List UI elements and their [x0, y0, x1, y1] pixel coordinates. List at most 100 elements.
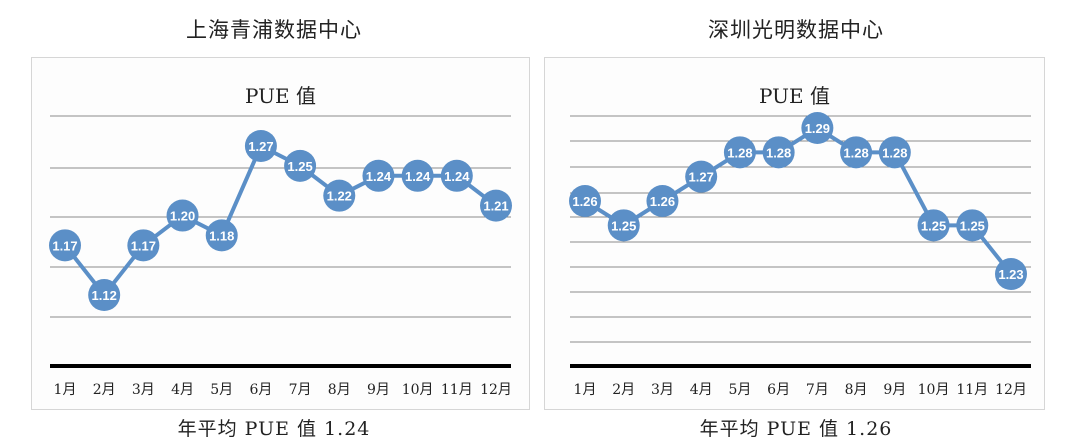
marker-circle: [205, 219, 238, 252]
data-label: 1.25: [960, 218, 985, 233]
month-label: 8月: [845, 382, 868, 398]
left-line-chart: 1.17 1.12 1.17 1.20 1.18 1.27 1.25 1.22 1.24 1.24…: [49, 115, 512, 398]
marker-circle: [956, 209, 989, 242]
month-label: 12月: [480, 382, 512, 398]
data-point: 1.24: [362, 159, 395, 192]
month-label: 1月: [574, 382, 597, 398]
marker-circle: [878, 136, 911, 169]
month-label: 7月: [289, 382, 312, 398]
data-point: 1.26: [646, 185, 679, 217]
data-point: 1.24: [440, 159, 473, 192]
marker-circle: [723, 136, 756, 169]
data-point: 1.27: [685, 160, 718, 193]
data-label: 1.17: [52, 238, 77, 253]
marker-circle: [917, 209, 950, 242]
month-label: 1月: [54, 382, 77, 398]
data-point: 1.27: [244, 130, 277, 162]
marker-circle: [762, 136, 795, 169]
data-label: 1.20: [170, 209, 195, 224]
data-point: 1.12: [88, 279, 121, 311]
marker-circle: [801, 112, 834, 144]
data-label: 1.27: [248, 139, 273, 154]
data-point: 1.24: [401, 159, 434, 192]
left-annual-average: 年平均 PUE 值 1.24: [177, 418, 371, 440]
month-label: 5月: [210, 382, 233, 398]
data-label: 1.29: [805, 121, 830, 136]
month-label: 4月: [171, 382, 194, 398]
data-label: 1.12: [92, 288, 117, 303]
data-point: 1.20: [166, 199, 199, 232]
left-panel-title: 上海青浦数据中心: [186, 18, 362, 42]
data-label: 1.26: [650, 194, 675, 209]
data-point: 1.26: [569, 185, 601, 217]
data-point: 1.21: [480, 189, 512, 222]
marker-circle: [440, 159, 473, 192]
data-label: 1.17: [131, 238, 156, 253]
right-annual-average: 年平均 PUE 值 1.26: [699, 418, 893, 440]
marker-circle: [127, 229, 160, 262]
month-label: 9月: [883, 382, 906, 398]
data-label: 1.24: [405, 169, 431, 184]
data-label: 1.27: [689, 170, 714, 185]
marker-circle: [401, 159, 434, 192]
data-point: 1.17: [49, 229, 81, 262]
data-label: 1.26: [572, 194, 597, 209]
data-label: 1.22: [327, 189, 352, 204]
month-label: 10月: [402, 382, 434, 398]
month-label: 11月: [441, 382, 473, 398]
month-label: 5月: [728, 382, 751, 398]
data-point: 1.29: [801, 112, 834, 144]
marker-circle: [607, 209, 640, 242]
data-point: 1.28: [840, 136, 873, 169]
left-chart-title: PUE 值: [245, 84, 316, 108]
marker-circle: [88, 279, 121, 311]
data-label: 1.25: [611, 218, 636, 233]
marker-circle: [685, 160, 718, 193]
month-label: 7月: [806, 382, 829, 398]
marker-circle: [569, 185, 601, 217]
right-panel-title: 深圳光明数据中心: [708, 18, 884, 42]
right-chart-box: PUE 值 1.26 1.25 1.26 1.27 1.28 1.28 1.29 1.28 1.…: [544, 57, 1045, 410]
data-point: 1.22: [323, 179, 356, 212]
marker-circle: [480, 189, 512, 222]
data-point: 1.25: [284, 149, 317, 182]
data-point: 1.25: [956, 209, 989, 242]
data-label: 1.23: [998, 267, 1023, 282]
month-label: 10月: [918, 382, 950, 398]
data-label: 1.24: [366, 169, 392, 184]
month-label: 2月: [93, 382, 116, 398]
marker-circle: [244, 130, 277, 162]
data-label: 1.24: [444, 169, 470, 184]
data-label: 1.18: [209, 228, 234, 243]
data-label: 1.25: [287, 159, 312, 174]
marker-circle: [362, 159, 395, 192]
data-label: 1.28: [766, 145, 791, 160]
month-label: 12月: [995, 382, 1027, 398]
marker-circle: [284, 149, 317, 182]
data-point: 1.28: [762, 136, 795, 169]
left-chart-box: PUE 值 1.17 1.12 1.17 1.20 1.18 1.27 1.25 1.22 1.…: [31, 57, 530, 410]
data-point: 1.25: [917, 209, 950, 242]
month-label: 3月: [651, 382, 674, 398]
marker-circle: [646, 185, 679, 217]
month-label: 8月: [328, 382, 351, 398]
month-label: 6月: [249, 382, 272, 398]
data-label: 1.28: [843, 145, 868, 160]
marker-circle: [323, 179, 356, 212]
month-label: 3月: [132, 382, 155, 398]
right-line-chart: 1.26 1.25 1.26 1.27 1.28 1.28 1.29 1.28 1.28 1.25…: [569, 112, 1031, 398]
month-label: 11月: [956, 382, 988, 398]
data-label: 1.28: [882, 145, 907, 160]
data-point: 1.25: [607, 209, 640, 242]
month-label: 6月: [767, 382, 790, 398]
right-chart-title: PUE 值: [759, 84, 830, 108]
month-label: 2月: [612, 382, 635, 398]
month-label: 4月: [690, 382, 713, 398]
data-label: 1.21: [483, 199, 508, 214]
month-label: 9月: [367, 382, 390, 398]
marker-circle: [49, 229, 81, 262]
data-point: 1.28: [878, 136, 911, 169]
data-label: 1.25: [921, 218, 946, 233]
data-point: 1.23: [995, 258, 1027, 290]
data-label: 1.28: [727, 145, 752, 160]
